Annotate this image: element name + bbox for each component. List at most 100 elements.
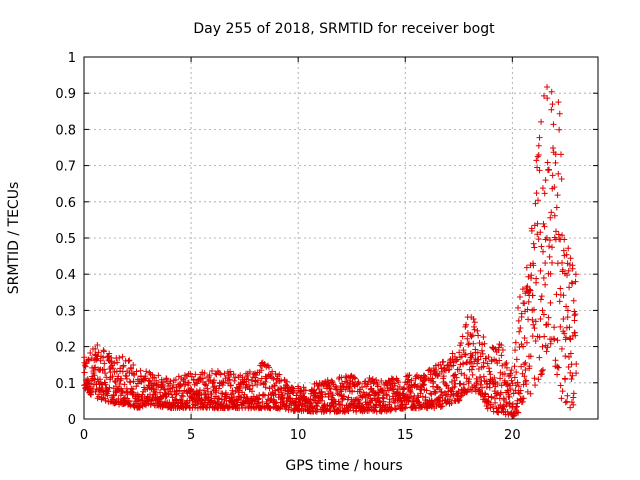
- data-point: [490, 380, 497, 387]
- data-point: [331, 397, 338, 404]
- data-point: [249, 382, 256, 389]
- data-point: [515, 383, 522, 390]
- data-point: [403, 391, 410, 398]
- data-point: [484, 360, 491, 367]
- data-point: [90, 368, 97, 375]
- data-point: [545, 321, 552, 328]
- data-point: [253, 372, 260, 379]
- y-tick-label: 0.2: [55, 341, 76, 356]
- data-point: [536, 167, 543, 174]
- data-point: [479, 350, 486, 357]
- data-point: [499, 362, 506, 369]
- data-point: [289, 388, 296, 395]
- data-point: [490, 403, 497, 410]
- data-point: [497, 389, 504, 396]
- data-point: [376, 397, 383, 404]
- data-point: [167, 378, 174, 385]
- data-point: [564, 272, 571, 279]
- data-point: [518, 314, 525, 321]
- data-point: [201, 381, 208, 388]
- data-point: [563, 251, 570, 258]
- data-point: [492, 346, 499, 353]
- data-point: [437, 394, 444, 401]
- data-point: [212, 370, 219, 377]
- data-point: [503, 364, 510, 371]
- data-point: [547, 299, 554, 306]
- data-point: [332, 383, 339, 390]
- data-point: [554, 192, 561, 199]
- data-point: [535, 197, 542, 204]
- data-point: [511, 363, 518, 370]
- data-point: [480, 373, 487, 380]
- data-point: [496, 357, 503, 364]
- data-point: [523, 339, 530, 346]
- data-point: [558, 176, 565, 183]
- data-point: [570, 401, 577, 408]
- data-point: [549, 101, 556, 108]
- data-point: [563, 324, 570, 331]
- data-point: [172, 391, 179, 398]
- data-point: [572, 311, 579, 318]
- x-tick-label: 5: [187, 428, 195, 443]
- data-point: [470, 323, 477, 330]
- data-point: [333, 384, 340, 391]
- data-point: [208, 391, 215, 398]
- data-point: [268, 374, 275, 381]
- data-point: [458, 340, 465, 347]
- data-point: [318, 397, 325, 404]
- data-point: [433, 403, 440, 410]
- data-point: [516, 390, 523, 397]
- data-point: [93, 386, 100, 393]
- data-point: [540, 220, 547, 227]
- data-point: [528, 227, 535, 234]
- data-point: [543, 348, 550, 355]
- data-point: [520, 395, 527, 402]
- data-point: [572, 278, 579, 285]
- data-point: [468, 366, 475, 373]
- data-point: [541, 333, 548, 340]
- data-point: [109, 373, 116, 380]
- data-point: [552, 357, 559, 364]
- data-point: [570, 297, 577, 304]
- data-point: [522, 367, 529, 374]
- data-point: [545, 314, 552, 321]
- data-point: [568, 399, 575, 406]
- data-point: [480, 334, 487, 341]
- data-point: [426, 366, 433, 373]
- data-point: [258, 367, 265, 374]
- data-point: [427, 367, 434, 374]
- data-point: [540, 92, 547, 99]
- data-point: [118, 375, 125, 382]
- data-point: [538, 243, 545, 250]
- data-point: [526, 363, 533, 370]
- data-point: [548, 209, 555, 216]
- data-point: [499, 346, 506, 353]
- data-point: [170, 382, 177, 389]
- data-point: [351, 374, 358, 381]
- data-point: [180, 378, 187, 385]
- data-point: [562, 334, 569, 341]
- data-point: [540, 311, 547, 318]
- data-point: [192, 371, 199, 378]
- data-point: [116, 354, 123, 361]
- data-point: [314, 406, 321, 413]
- data-point: [536, 334, 543, 341]
- data-point: [96, 376, 103, 383]
- data-point: [557, 151, 564, 158]
- data-point: [554, 337, 561, 344]
- data-point: [573, 361, 580, 368]
- data-point: [501, 377, 508, 384]
- data-point: [206, 372, 213, 379]
- data-point: [509, 380, 516, 387]
- data-point: [153, 386, 160, 393]
- data-point: [205, 394, 212, 401]
- data-point: [362, 378, 369, 385]
- data-point: [537, 371, 544, 378]
- data-point: [464, 335, 471, 342]
- data-point: [391, 399, 398, 406]
- data-point: [549, 172, 556, 179]
- data-point: [453, 374, 460, 381]
- data-point: [513, 356, 520, 363]
- data-point: [440, 373, 447, 380]
- data-point: [492, 399, 499, 406]
